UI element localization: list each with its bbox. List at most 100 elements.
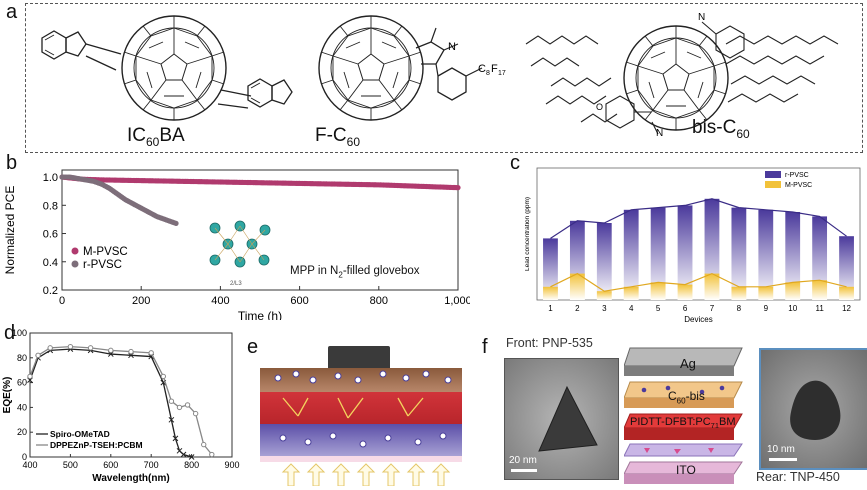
bar-m-pvsc [623,286,639,300]
x-tick-label: 600 [103,460,118,470]
bar-r-pvsc [596,223,612,300]
legend-marker [71,260,79,268]
x-tick-label: 1 [548,304,553,313]
y-tick-label: 1.0 [43,172,58,184]
y-tick-label: 0.8 [43,200,58,212]
layer-ag: Ag [680,356,696,371]
bar-m-pvsc [704,273,720,300]
panel-d-chart: 0 20 40 60 80 100 400 500 600 700 800 900 Wavelength… [2,328,240,484]
bar-m-pvsc [569,273,585,300]
legend-label: DPPEZnP-TSEH:PCBM [50,440,143,450]
series-marker [168,398,175,404]
legend-label: M-PVSC [83,246,128,258]
plot-frame [29,332,233,458]
bis-c60-chains [525,21,839,135]
y-axis-label: Lead concentration (ppm) [525,197,531,271]
series-marker [148,350,154,356]
x-tick-label: 800 [184,460,199,470]
bar-m-pvsc [812,280,828,300]
series-marker [87,345,94,351]
bis-oxygen: O [596,102,603,112]
series-marker [209,451,215,458]
series-marker [201,441,207,448]
molecule-label-ic60ba: IC60BA [127,125,185,149]
rear-label: Rear: TNP-450 [756,470,840,484]
x-tick-label: 3 [602,304,607,313]
bis-nitrogen-bottom: N [656,128,663,139]
x-tick-label: 0 [59,295,65,307]
molecule-label-fc60: F-C60 [315,125,361,149]
series-marker [184,402,191,408]
m-pvsc-point [455,185,461,191]
x-tick-label: 900 [224,460,239,470]
bar-r-pvsc [650,207,666,300]
legend-label: r-PVSC [83,259,122,271]
x-tick-label: 10 [788,304,797,313]
y-axis-label: EQE(%) [2,377,13,414]
legend-swatch [765,171,781,178]
legend-label: Spiro-OMeTAD [50,429,110,439]
layer-c60-bis: C60-bis [668,389,705,406]
panel-label-a: a [6,1,18,23]
x-tick-label: 7 [710,304,715,313]
x-tick-label: 11 [815,304,824,313]
x-tick-label: 6 [683,304,688,313]
bar-r-pvsc [758,209,774,300]
series-marker [180,451,187,458]
bar-m-pvsc [785,282,801,300]
x-tick-label: 2 [575,304,580,313]
plot-frame [536,167,861,301]
bar-m-pvsc [758,286,774,300]
x-tick-label: 8 [737,304,742,313]
x-tick-label: 600 [290,295,308,307]
legend-marker [71,247,79,255]
x-tick-label: 400 [211,295,229,307]
x-tick-label: 5 [656,304,661,313]
bis-nitrogen-top: N [698,12,705,23]
series-line [29,348,192,458]
panel-b-inset-caption: 2/L3 [230,281,242,287]
x-tick-label: 12 [842,304,851,313]
panel-label-e: e [247,336,259,358]
bar-m-pvsc [650,282,666,300]
triangle-nanoparticle-rear [790,380,841,440]
x-tick-label: 500 [63,460,78,470]
line-m-pvsc [550,272,847,292]
bar-r-pvsc [731,207,747,300]
bar-r-pvsc [677,205,693,300]
panel-label-b: b [6,152,18,174]
x-tick-label: 9 [764,304,769,313]
x-tick-label: 700 [144,460,159,470]
layer-ito: ITO [676,463,696,477]
rear-scale-label: 10 nm [767,444,795,455]
molecule-label-bisc60: bis-C60 [692,117,750,141]
x-tick-label: 4 [629,304,634,313]
series-marker [188,454,195,460]
series-marker [168,416,175,423]
bottom-layer [260,424,462,456]
bar-m-pvsc [677,284,693,300]
light-arrows [281,463,451,486]
series-marker [160,373,167,380]
series-marker [67,343,74,350]
series-marker [108,347,114,354]
r-pvsc-point [173,220,179,226]
series-marker [47,345,53,351]
fc60-fluorine-sub: 17 [498,70,506,77]
front-label: Front: PNP-535 [506,336,593,350]
device-stack [624,347,743,484]
y-tick-label: 40 [17,402,27,412]
fc60-nitrogen: N [448,41,456,53]
bar-m-pvsc [543,286,558,300]
y-axis-label: Normalized PCE [3,186,17,275]
y-tick-label: 0 [22,452,27,462]
fc60-carbon-sub: 8 [486,70,490,77]
bar-r-pvsc [785,212,801,300]
emission-arrows [282,397,424,419]
indene-group-left [41,30,87,60]
front-tem-image: 20 nm [504,358,619,480]
panel-f: Front: PNP-535 20 nm Ag C60-bis P [496,336,867,490]
y-tick-label: 60 [17,378,27,388]
top-electrode [328,346,390,370]
